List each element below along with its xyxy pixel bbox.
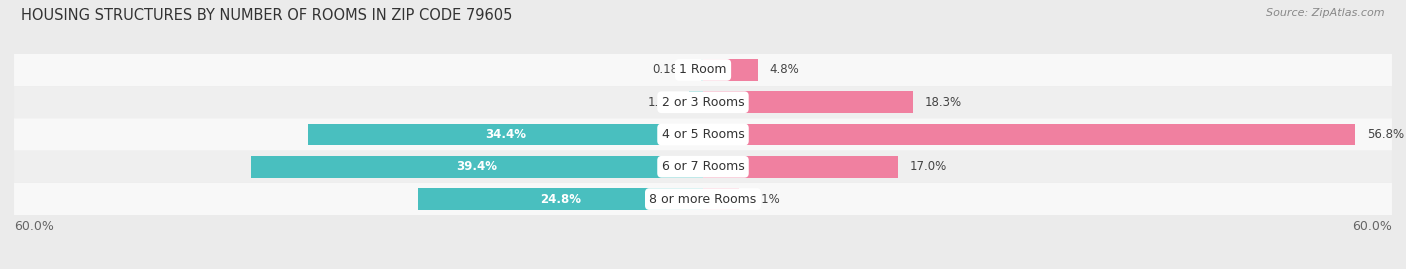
Text: 60.0%: 60.0% <box>1353 220 1392 233</box>
Text: 34.4%: 34.4% <box>485 128 526 141</box>
Text: 1.2%: 1.2% <box>648 96 678 109</box>
Text: 39.4%: 39.4% <box>457 160 498 173</box>
Text: 4 or 5 Rooms: 4 or 5 Rooms <box>662 128 744 141</box>
Text: 4.8%: 4.8% <box>769 63 800 76</box>
FancyBboxPatch shape <box>14 54 1392 86</box>
FancyBboxPatch shape <box>14 151 1392 183</box>
Text: 60.0%: 60.0% <box>14 220 53 233</box>
Bar <box>689 91 703 113</box>
Text: Source: ZipAtlas.com: Source: ZipAtlas.com <box>1267 8 1385 18</box>
FancyBboxPatch shape <box>14 118 1392 151</box>
Text: 24.8%: 24.8% <box>540 193 581 206</box>
Bar <box>703 188 738 210</box>
Text: 1 Room: 1 Room <box>679 63 727 76</box>
Bar <box>703 156 898 178</box>
Bar <box>250 156 703 178</box>
Bar <box>703 59 758 81</box>
Text: 6 or 7 Rooms: 6 or 7 Rooms <box>662 160 744 173</box>
Bar <box>703 123 1355 146</box>
Text: 2 or 3 Rooms: 2 or 3 Rooms <box>662 96 744 109</box>
Text: 17.0%: 17.0% <box>910 160 946 173</box>
Text: 8 or more Rooms: 8 or more Rooms <box>650 193 756 206</box>
FancyBboxPatch shape <box>14 183 1392 215</box>
Bar <box>308 123 703 146</box>
Text: 56.8%: 56.8% <box>1367 128 1403 141</box>
Text: HOUSING STRUCTURES BY NUMBER OF ROOMS IN ZIP CODE 79605: HOUSING STRUCTURES BY NUMBER OF ROOMS IN… <box>21 8 512 23</box>
Bar <box>702 59 703 81</box>
Text: 0.18%: 0.18% <box>652 63 689 76</box>
Bar <box>418 188 703 210</box>
Bar <box>703 91 912 113</box>
FancyBboxPatch shape <box>14 86 1392 118</box>
Text: 18.3%: 18.3% <box>925 96 962 109</box>
Text: 3.1%: 3.1% <box>749 193 780 206</box>
